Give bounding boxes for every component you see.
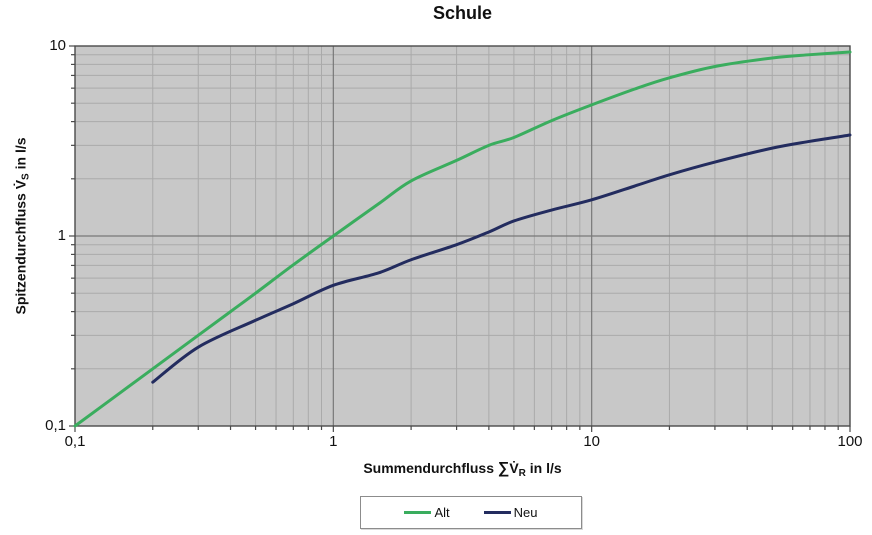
legend-label-neu: Neu	[513, 505, 538, 520]
y-tick-label: 1	[57, 227, 66, 244]
legend-item-alt: Alt	[404, 505, 450, 520]
legend-label-alt: Alt	[434, 505, 450, 520]
y-tick-label: 10	[49, 37, 66, 54]
x-axis-symbol: V̇	[509, 460, 519, 476]
x-tick-label: 10	[583, 433, 600, 450]
chart-title: Schule	[432, 3, 493, 23]
sum-symbol: ∑	[497, 460, 510, 477]
y-axis-unit: in l/s	[12, 137, 29, 174]
x-axis-title: Summendurchfluss ∑V̇R in l/s	[75, 460, 850, 479]
legend-line-neu	[483, 511, 511, 514]
y-tick-label: 0,1	[45, 417, 66, 434]
x-tick-label: 0,1	[64, 433, 86, 450]
curve-neu	[151, 133, 852, 384]
x-axis-subscript: R	[518, 468, 526, 479]
x-tick-label: 100	[837, 433, 863, 450]
legend: Alt Neu	[360, 496, 582, 529]
x-axis-title-text: Summendurchfluss	[363, 460, 498, 476]
y-axis-title: Spitzendurchfluss V̇S in l/s	[13, 137, 32, 314]
y-axis-title-text: Spitzendurchfluss	[12, 189, 29, 315]
y-axis-subscript: S	[20, 173, 32, 180]
x-axis-unit: in l/s	[525, 460, 562, 476]
legend-line-alt	[404, 511, 432, 514]
legend-item-neu: Neu	[483, 505, 538, 520]
x-tick-label: 1	[329, 433, 338, 450]
y-axis-symbol: V̇	[12, 179, 29, 190]
curve-alt	[73, 50, 852, 428]
